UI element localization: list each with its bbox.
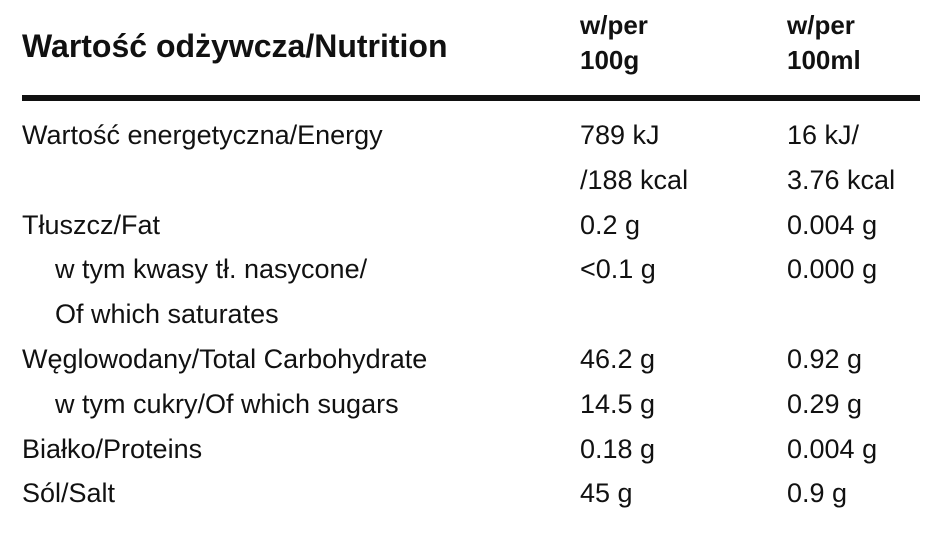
value-100ml: 0.29 g: [787, 382, 862, 427]
value-100g: 45 g: [580, 471, 633, 516]
table-title: Wartość odżywcza/Nutrition: [22, 28, 448, 64]
table-body: Wartość energetyczna/Energy 789 kJ/188 kc…: [0, 113, 930, 516]
value-100g: 0.18 g: [580, 427, 655, 472]
column-header: w/per 100g: [580, 8, 648, 78]
cell-line: 16 kJ/: [787, 120, 860, 150]
cell-line: 0.000 g: [787, 254, 878, 285]
value-100ml: 0.9 g: [787, 471, 847, 516]
cell-line: 45 g: [580, 478, 633, 509]
cell-line: 0.004 g: [787, 433, 878, 464]
cell-line: 0.9 g: [787, 478, 848, 509]
row-label: Białko/Proteins: [22, 427, 202, 472]
value-100g: 789 kJ/188 kcal: [580, 113, 688, 203]
row-label: Wartość energetyczna/Energy: [22, 113, 383, 158]
value-100ml: 16 kJ/3.76 kcal: [787, 113, 895, 203]
cell-line: /188 kcal: [580, 164, 689, 195]
column-header: w/per 100ml: [787, 8, 861, 78]
cell-line: Wartość energetyczna/Energy: [22, 120, 383, 150]
row-label: w tym kwasy tł. nasycone/Of which satura…: [55, 247, 367, 337]
header-line: w/per: [580, 10, 648, 40]
cell-line: Sól/Salt: [22, 478, 116, 509]
cell-line: 46.2 g: [580, 343, 656, 374]
header-rule: [22, 95, 920, 101]
cell-line: 3.76 kcal: [787, 164, 896, 195]
value-100ml: 0.004 g: [787, 427, 877, 472]
row-label: Tłuszcz/Fat: [22, 203, 160, 248]
value-100ml: 0.000 g: [787, 247, 877, 292]
row-label: Węglowodany/Total Carbohydrate: [22, 337, 427, 382]
value-100g: 14.5 g: [580, 382, 655, 427]
cell-line: 0.004 g: [787, 209, 878, 240]
table-row: Białko/Proteins 0.18 g 0.004 g: [0, 427, 930, 472]
cell-line: 789 kJ: [580, 120, 660, 150]
cell-line: <0.1 g: [580, 254, 656, 285]
cell-line: 0.29 g: [787, 388, 863, 419]
cell-line: Białko/Proteins: [22, 433, 203, 464]
header-line: w/per: [787, 10, 855, 40]
cell-line: 0.92 g: [787, 343, 863, 374]
header-line: 100g: [580, 45, 640, 75]
value-100ml: 0.004 g: [787, 203, 877, 248]
table-row: Wartość energetyczna/Energy 789 kJ/188 kc…: [0, 113, 930, 203]
value-100g: <0.1 g: [580, 247, 656, 292]
table-row: Sól/Salt 45 g 0.9 g: [0, 471, 930, 516]
value-100ml: 0.92 g: [787, 337, 862, 382]
table-row: w tym cukry/Of which sugars 14.5 g 0.29 g: [0, 382, 930, 427]
cell-line: Węglowodany/Total Carbohydrate: [22, 343, 428, 374]
header-line: 100ml: [787, 45, 861, 75]
table-row: Węglowodany/Total Carbohydrate 46.2 g 0.92…: [0, 337, 930, 382]
row-label: w tym cukry/Of which sugars: [55, 382, 399, 427]
table-row: w tym kwasy tł. nasycone/Of which satura…: [0, 247, 930, 337]
cell-line: 0.2 g: [580, 209, 641, 240]
row-label: Sól/Salt: [22, 471, 115, 516]
value-100g: 46.2 g: [580, 337, 655, 382]
value-100g: 0.2 g: [580, 203, 640, 248]
cell-line: 14.5 g: [580, 388, 656, 419]
cell-line: Of which saturates: [55, 299, 279, 330]
cell-line: Tłuszcz/Fat: [22, 209, 161, 240]
cell-line: w tym kwasy tł. nasycone/: [55, 254, 368, 285]
cell-line: 0.18 g: [580, 433, 656, 464]
cell-line: w tym cukry/Of which sugars: [55, 388, 399, 419]
table-row: Tłuszcz/Fat 0.2 g 0.004 g: [0, 203, 930, 248]
